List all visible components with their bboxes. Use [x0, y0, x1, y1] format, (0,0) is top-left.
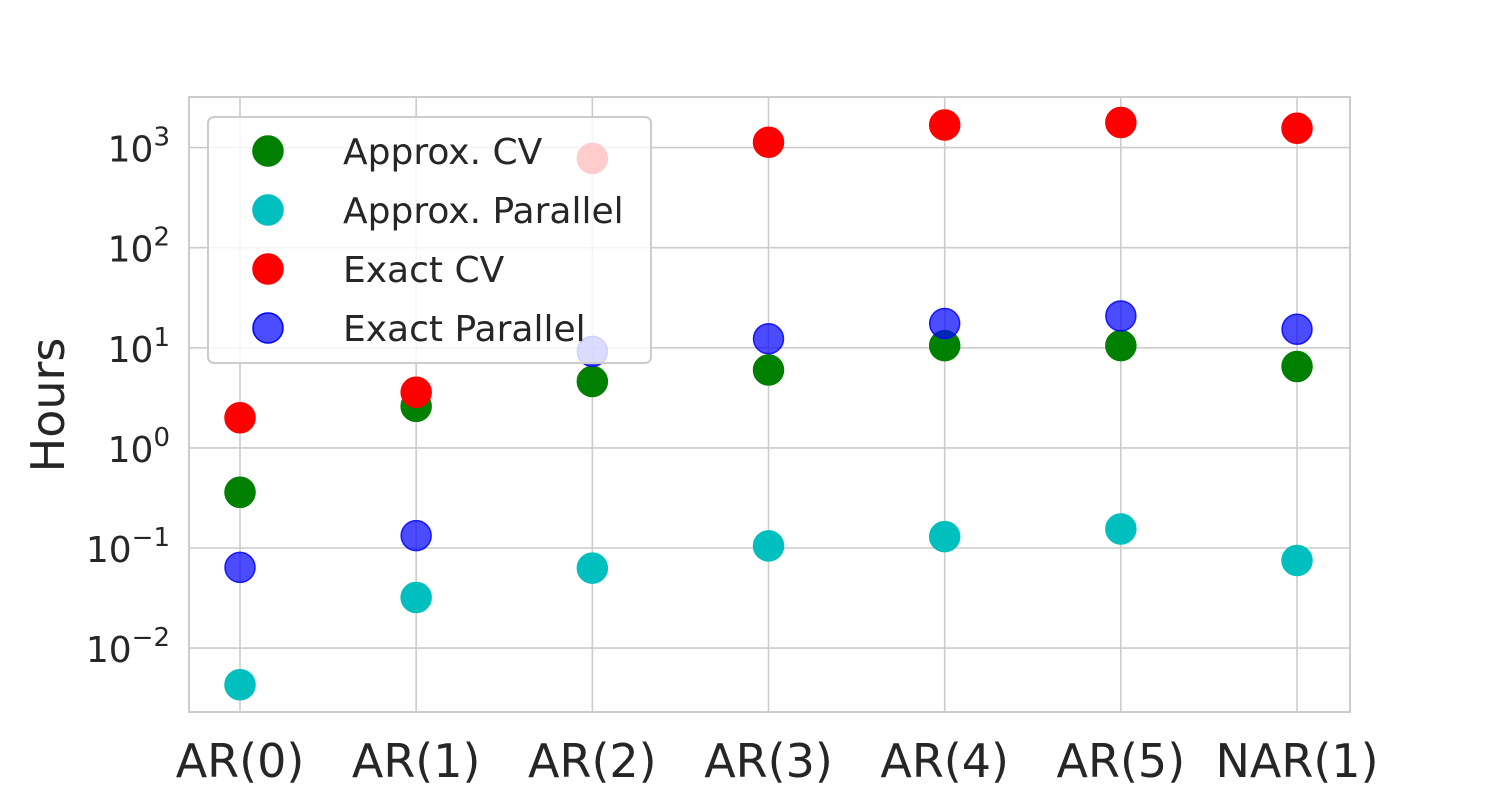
- x-tick-label: AR(0): [176, 734, 305, 788]
- legend-marker: [252, 194, 284, 226]
- plot-frame: [188, 96, 1351, 713]
- series-points: [224, 513, 1313, 701]
- x-tick-label: AR(5): [1057, 734, 1186, 788]
- data-point: [752, 354, 785, 386]
- legend: Approx. CV Approx. Parallel Exact CV Exact …: [207, 116, 652, 364]
- legend-label: Approx. CV: [343, 132, 543, 173]
- legend-marker: [252, 312, 284, 344]
- data-point: [576, 552, 609, 584]
- x-tick-label: AR(1): [352, 734, 481, 788]
- data-point: [1105, 106, 1137, 139]
- data-point: [576, 365, 609, 398]
- data-points: [224, 106, 1313, 701]
- data-point: [1105, 300, 1137, 332]
- data-point: [752, 126, 785, 159]
- y-tick-label: 100: [108, 423, 170, 471]
- legend-marker: [252, 135, 284, 167]
- legend-label: Approx. Parallel: [343, 191, 624, 232]
- y-tick-label: 10−2: [86, 623, 170, 671]
- legend-label: Exact CV: [343, 250, 505, 291]
- data-point: [928, 307, 961, 340]
- y-tick-label: 101: [108, 323, 170, 371]
- data-point: [1281, 350, 1313, 383]
- data-point: [400, 519, 432, 552]
- y-tick-label: 10−1: [86, 523, 170, 571]
- legend-box: [207, 116, 652, 364]
- y-axis-label: Hours: [21, 338, 75, 473]
- data-point: [224, 669, 256, 701]
- data-point: [224, 476, 256, 509]
- data-point: [1105, 329, 1137, 362]
- data-point: [224, 402, 256, 434]
- legend-marker: [252, 253, 284, 285]
- data-point: [928, 109, 961, 141]
- x-tick-label: AR(3): [704, 734, 833, 788]
- data-point: [928, 520, 961, 553]
- data-point: [400, 581, 432, 614]
- data-point: [1105, 513, 1137, 545]
- data-point: [1281, 313, 1313, 346]
- data-point: [1281, 544, 1313, 577]
- y-tick-label: 102: [108, 223, 170, 271]
- x-tick-label: NAR(1): [1216, 734, 1379, 788]
- series-points: [224, 106, 1313, 434]
- x-tick-label: AR(4): [880, 734, 1009, 788]
- legend-label: Exact Parallel: [343, 309, 586, 350]
- data-point: [1281, 112, 1313, 144]
- data-point: [400, 376, 432, 408]
- data-point: [224, 551, 256, 584]
- y-tick-label: 103: [108, 123, 170, 171]
- x-tick-label: AR(2): [528, 734, 657, 788]
- y-tick-labels: 10−2 10−1 100 101 102 103: [86, 123, 170, 672]
- data-point: [752, 323, 785, 355]
- x-tick-labels: AR(0) AR(1) AR(2) AR(3) AR(4) AR(5) NAR(1): [176, 734, 1379, 788]
- data-point: [752, 530, 785, 562]
